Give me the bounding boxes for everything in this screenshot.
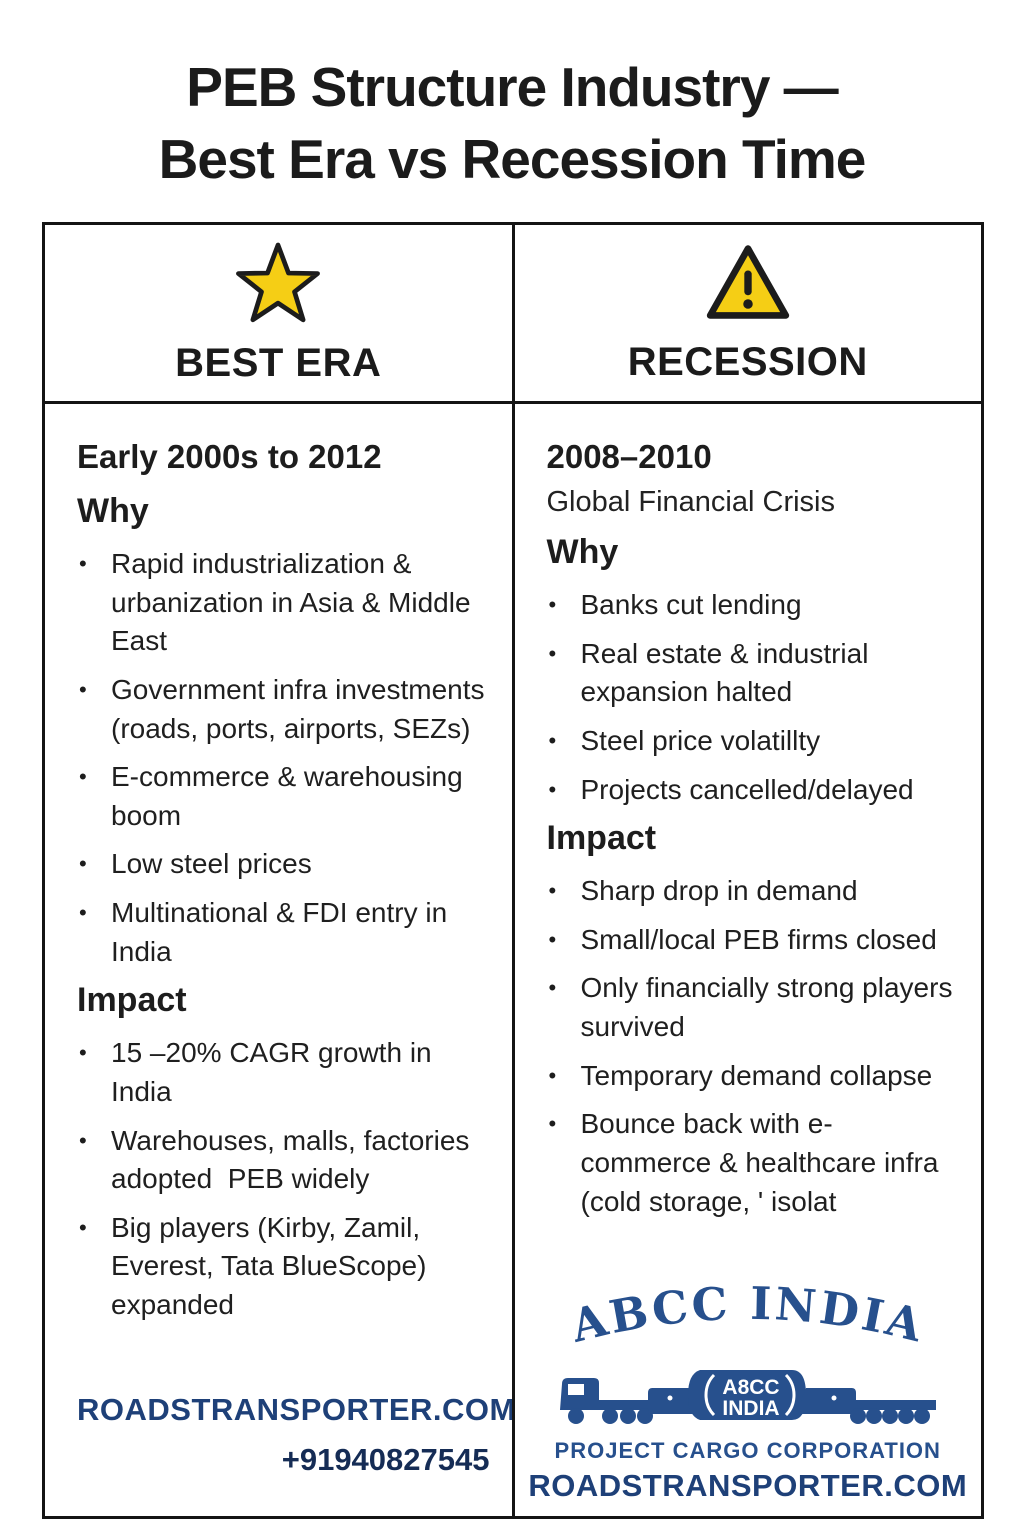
recession-subtitle: Global Financial Crisis <box>546 486 836 518</box>
bullet-icon: • <box>548 640 557 666</box>
list-item: • Bounce back with e-commerce & healthca… <box>547 1105 960 1221</box>
bullet-icon: • <box>548 776 557 802</box>
logo-tagline: PROJECT CARGO CORPORATION <box>554 1438 941 1463</box>
best-era-why-list: • Rapid industrialization & urbanization… <box>77 545 490 971</box>
recession-body-cell: 2008–2010 Global Financial Crisis Why • … <box>515 404 982 1516</box>
bullet-icon: • <box>548 727 557 753</box>
badge-line1: A8CC <box>722 1376 779 1399</box>
bullet-icon: • <box>548 926 557 952</box>
abcc-india-brand-arc: ABCC INDIA <box>565 1286 930 1353</box>
warning-icon <box>704 241 792 328</box>
recession-impact-list: • Sharp drop in demand • Small/local PEB… <box>547 872 960 1221</box>
list-item: • Big players (Kirby, Zamil, Everest, Ta… <box>77 1209 490 1325</box>
bullet-icon: • <box>79 676 87 702</box>
phone-number: +91940827545 <box>281 1442 490 1477</box>
star-icon <box>235 240 321 329</box>
bullet-icon: • <box>79 551 87 576</box>
svg-text:ABCC INDIA: ABCC INDIA <box>565 1286 930 1353</box>
list-item: • Temporary demand collapse <box>547 1057 960 1096</box>
best-era-impact-list: • 15 –20% CAGR growth in India • Warehou… <box>77 1034 490 1324</box>
list-item: • Warehouses, malls, factories adopted P… <box>77 1122 490 1199</box>
recession-header-cell: RECESSION <box>515 225 982 401</box>
best-era-header-cell: BEST ERA <box>45 225 515 401</box>
bullet-icon: • <box>548 592 557 617</box>
list-item: • 15 –20% CAGR growth in India <box>77 1034 490 1111</box>
recession-why-heading: Why <box>546 533 619 571</box>
list-item: • Projects cancelled/delayed <box>547 771 960 810</box>
list-item: • Steel price volatillty <box>547 722 960 761</box>
list-item: • Rapid industrialization & urbanization… <box>77 545 490 661</box>
best-era-header-label: BEST ERA <box>175 341 382 385</box>
recession-header-label: RECESSION <box>627 340 868 384</box>
list-item: • Sharp drop in demand <box>547 872 960 911</box>
list-item: • E-commerce & warehousing boom <box>77 758 490 835</box>
bullet-icon: • <box>79 900 87 925</box>
bullet-icon: • <box>79 1127 87 1153</box>
recession-impact-heading: Impact <box>546 819 657 858</box>
brand-text: ABCC INDIA <box>565 1286 927 1353</box>
badge-line2: INDIA <box>722 1397 779 1420</box>
abcc-india-logo: ABCC INDIA <box>515 1286 982 1504</box>
bullet-icon: • <box>548 1111 557 1137</box>
bullet-icon: • <box>79 764 87 790</box>
bullet-icon: • <box>79 851 87 877</box>
page-title: PEB Structure Industry — Best Era vs Rec… <box>0 52 1024 195</box>
list-item: • Small/local PEB firms closed <box>547 921 960 960</box>
website-text: ROADSTRANSPORTER.COM <box>528 1468 968 1503</box>
page-title-line1: PEB Structure Industry — <box>186 56 838 118</box>
table-header-row: BEST ERA RECESSION <box>45 225 981 404</box>
website-text: ROADSTRANSPORTER.COM <box>77 1392 515 1427</box>
list-item: • Banks cut lending <box>547 586 960 625</box>
bullet-icon: • <box>548 975 557 1001</box>
bullet-icon: • <box>548 1062 557 1088</box>
best-era-footer: ROADSTRANSPORTER.COM +91940827545 <box>77 1392 515 1478</box>
list-item: • Real estate & industrial expansion hal… <box>547 635 960 712</box>
bullet-icon: • <box>548 878 557 904</box>
list-item: • Low steel prices <box>77 845 490 884</box>
best-era-body-cell: Early 2000s to 2012 Why • Rapid industri… <box>45 404 515 1516</box>
page-title-line2: Best Era vs Recession Time <box>158 127 867 190</box>
recession-period: 2008–2010 <box>546 438 712 475</box>
bullet-icon: • <box>79 1214 87 1240</box>
best-era-period: Early 2000s to 2012 <box>77 438 382 475</box>
comparison-table: BEST ERA RECESSION Early 2000s to 2012 W… <box>42 222 984 1519</box>
list-item: • Multinational & FDI entry in India <box>77 894 490 971</box>
best-era-why-heading: Why <box>77 492 149 530</box>
table-body-row: Early 2000s to 2012 Why • Rapid industri… <box>45 404 981 1516</box>
list-item: • Only financially strong players surviv… <box>547 969 960 1046</box>
truck-logo-icon: A8CC INDIA <box>559 1370 936 1424</box>
best-era-impact-heading: Impact <box>77 981 187 1020</box>
recession-why-list: • Banks cut lending • Real estate & indu… <box>547 586 960 809</box>
bullet-icon: • <box>79 1040 87 1066</box>
list-item: • Government infra investments (roads, p… <box>77 671 490 748</box>
